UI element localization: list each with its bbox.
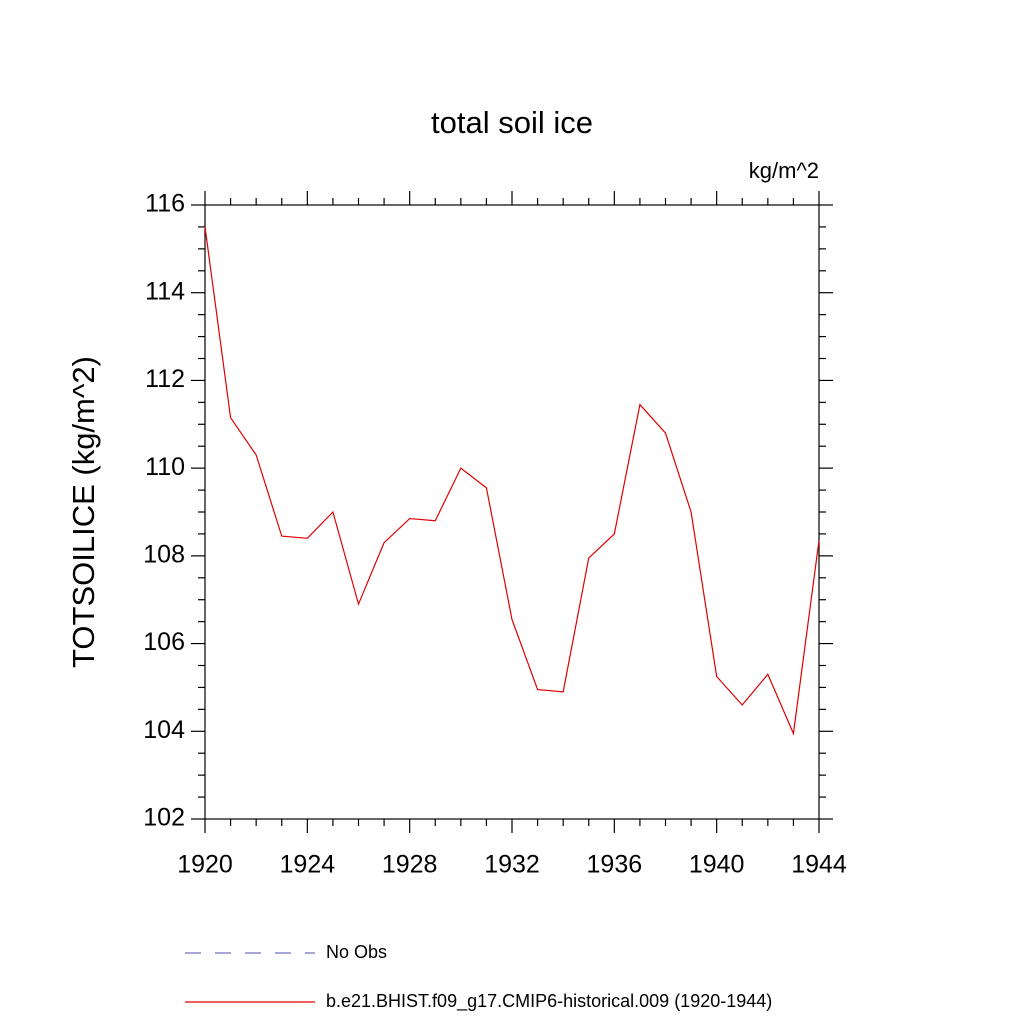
- plot-frame: [204, 204, 820, 820]
- y-tick-label: 110: [145, 453, 185, 481]
- x-tick-label: 1936: [587, 851, 643, 879]
- x-tick-label: 1940: [689, 851, 745, 879]
- data-line: [204, 226, 820, 736]
- y-tick-label: 112: [145, 365, 185, 393]
- y-tick-label: 102: [143, 804, 185, 832]
- chart-title: total soil ice: [431, 105, 593, 140]
- legend-label: b.e21.BHIST.f09_g17.CMIP6-historical.009…: [326, 991, 772, 1012]
- y-axis-label: TOTSOILICE (kg/m^2): [66, 356, 101, 668]
- legend-label: No Obs: [326, 942, 387, 962]
- y-tick-label: 106: [143, 628, 185, 656]
- x-tick-label: 1924: [280, 851, 336, 879]
- x-tick-label: 1928: [382, 851, 438, 879]
- x-tick-label: 1920: [177, 851, 233, 879]
- y-tick-label: 114: [145, 277, 185, 305]
- x-tick-label: 1944: [791, 851, 847, 879]
- y-tick-label: 104: [143, 716, 185, 744]
- y-tick-label: 108: [143, 540, 185, 568]
- units-label: kg/m^2: [749, 158, 819, 183]
- x-tick-label: 1932: [484, 851, 540, 879]
- y-tick-label: 116: [145, 190, 185, 218]
